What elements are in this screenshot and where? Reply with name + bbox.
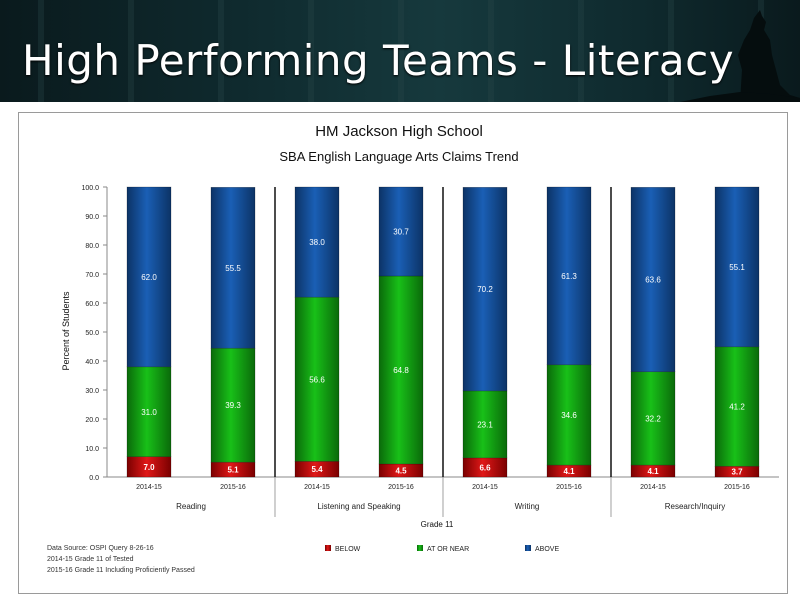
x-axis-label: Grade 11 [421,520,454,529]
bar-at-near[interactable] [462,390,508,459]
bar-at-near[interactable] [378,275,424,465]
group-label: Research/Inquiry [665,502,725,511]
bar-above[interactable] [462,186,508,392]
y-tick-label: 20.0 [85,417,99,424]
data-label-at-near: 56.6 [309,375,325,384]
bar-above[interactable] [546,186,592,366]
group-label: Writing [515,502,540,511]
x-tick-label: 2014-15 [304,484,330,491]
y-tick-label: 90.0 [85,214,99,221]
chart-subtitle: SBA English Language Arts Claims Trend [279,149,518,164]
y-tick-label: 30.0 [85,388,99,395]
data-label-above: 61.3 [561,272,577,281]
bar-above[interactable] [126,186,172,368]
legend-swatch-at-near [417,545,423,551]
bar-at-near[interactable] [294,296,340,462]
legend-swatch-above [525,545,531,551]
bar-at-near[interactable] [126,366,172,458]
bar-above[interactable] [714,186,760,348]
data-label-below: 3.7 [731,468,743,477]
data-label-above: 63.6 [645,276,661,285]
slide-title: High Performing Teams - Literacy [22,36,735,85]
included-note: 2015-16 Grade 11 Including Proficiently … [47,567,195,574]
y-tick-label: 50.0 [85,330,99,337]
data-label-below: 6.6 [479,463,491,472]
bar-above[interactable] [630,186,676,373]
data-label-at-near: 32.2 [645,414,661,423]
chart-title: HM Jackson High School [315,123,483,140]
x-tick-label: 2014-15 [472,484,498,491]
x-tick-label: 2015-16 [724,484,750,491]
data-label-above: 55.1 [729,263,745,272]
data-label-above: 70.2 [477,285,493,294]
data-label-below: 4.5 [395,466,407,475]
bar-at-near[interactable] [714,346,760,467]
data-label-below: 5.4 [311,465,323,474]
data-label-at-near: 41.2 [729,403,745,412]
howling-wolf-icon [680,10,800,102]
bar-at-near[interactable] [630,371,676,466]
data-label-below: 4.1 [563,467,575,476]
stacked-bar-chart: HM Jackson High School SBA English Langu… [61,123,779,553]
forest-background [0,0,800,102]
y-tick-label: 100.0 [81,185,99,192]
data-label-below: 5.1 [227,466,239,475]
bar-above[interactable] [378,186,424,277]
bar-at-near[interactable] [210,347,256,463]
data-label-above: 38.0 [309,238,325,247]
title-banner: High Performing Teams - Literacy [0,0,800,102]
x-tick-label: 2014-15 [640,484,666,491]
bar-above[interactable] [210,186,256,349]
y-tick-label: 40.0 [85,359,99,366]
data-label-at-near: 34.6 [561,411,577,420]
data-label-above: 30.7 [393,228,409,237]
y-tick-label: 60.0 [85,301,99,308]
bar-at-near[interactable] [546,364,592,466]
data-label-at-near: 39.3 [225,401,241,410]
data-label-above: 55.5 [225,264,241,273]
bar-above[interactable] [294,186,340,298]
x-tick-label: 2015-16 [220,484,246,491]
x-tick-label: 2014-15 [136,484,162,491]
group-label: Listening and Speaking [317,502,400,511]
legend-label-below: BELOW [335,546,361,553]
x-tick-label: 2015-16 [556,484,582,491]
data-label-at-near: 64.8 [393,366,409,375]
y-tick-label: 70.0 [85,272,99,279]
data-source-note: Data Source: OSPI Query 8-26-16 [47,545,154,552]
chart-frame: HM Jackson High School SBA English Langu… [18,112,788,594]
data-label-at-near: 31.0 [141,408,157,417]
legend-label-above: ABOVE [535,546,559,553]
y-axis-label: Percent of Students [61,291,71,371]
y-tick-label: 0.0 [89,475,99,482]
data-label-below: 7.0 [143,463,155,472]
y-tick-label: 80.0 [85,243,99,250]
tested-note: 2014-15 Grade 11 of Tested [47,556,134,563]
data-label-below: 4.1 [647,467,659,476]
legend-swatch-below [325,545,331,551]
legend-label-at-near: AT OR NEAR [427,546,469,553]
data-label-at-near: 23.1 [477,420,493,429]
x-tick-label: 2015-16 [388,484,414,491]
data-label-above: 62.0 [141,273,157,282]
group-label: Reading [176,502,206,511]
y-tick-label: 10.0 [85,446,99,453]
